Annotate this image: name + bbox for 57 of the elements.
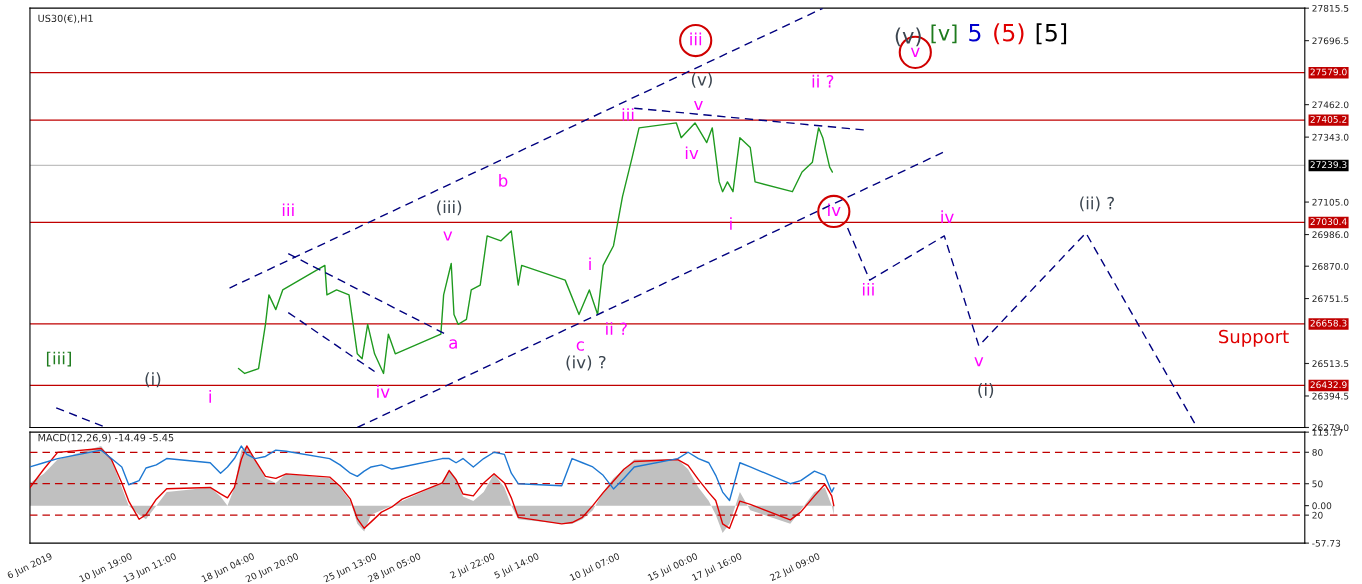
annotation: iii — [622, 108, 634, 121]
y-tick-label: 26394.5 — [1312, 392, 1349, 400]
y-tick-label: 27815.5 — [1312, 4, 1349, 12]
chart-title: MACD(12,26,9) -14.49 -5.45 — [38, 433, 174, 443]
annotation: (ii) ? — [1080, 196, 1114, 212]
x-tick-label: 6 Jun 2019 — [6, 552, 54, 581]
annotation: iii — [862, 282, 874, 296]
annotation: (iv) ? — [566, 355, 606, 371]
y-tick-label: 0.00 — [1312, 502, 1332, 510]
annotation: iv — [828, 203, 841, 217]
annotation: iii — [690, 32, 702, 46]
y-tick-label: -57.73 — [1312, 539, 1341, 547]
annotation: Support — [1219, 329, 1289, 347]
y-tick-label: 27462.0 — [1312, 101, 1349, 109]
annotation: i — [589, 257, 591, 271]
ref-line-label: 27579.0 — [1310, 68, 1347, 76]
y-tick-label: 27343.0 — [1312, 133, 1349, 141]
annotation: (i) — [978, 383, 994, 398]
annotation: ii ? — [812, 74, 834, 88]
y2-tick-label: 50 — [1312, 480, 1323, 488]
y-tick-label: 27696.5 — [1312, 37, 1349, 45]
annotation: v — [443, 231, 453, 241]
annotation: ii ? — [606, 322, 627, 335]
annotation: (i) — [145, 372, 161, 388]
text: US30(€),H1 — [38, 14, 93, 24]
annotation: v — [974, 357, 984, 367]
ref-line-label: 27239.3 — [1310, 161, 1347, 169]
annotation: iv — [377, 385, 390, 398]
ref-line-label: 27030.4 — [1310, 218, 1347, 226]
annotation: [v] — [931, 24, 957, 44]
y-tick-label: 26751.5 — [1312, 295, 1349, 303]
y-tick-label: 26986.0 — [1312, 231, 1349, 239]
annotation: (iii) — [437, 200, 462, 216]
annotation: i — [730, 217, 732, 230]
y-tick-label: 27105.0 — [1312, 198, 1349, 206]
annotation: v — [694, 100, 703, 110]
y-tick-label: 26870.0 — [1312, 262, 1349, 270]
annotation: iii — [282, 203, 294, 217]
annotation: c — [576, 341, 584, 351]
ref-line-label: 26432.9 — [1310, 381, 1347, 389]
line-series — [29, 445, 835, 502]
ref-line-label: 26658.3 — [1310, 319, 1347, 327]
ref-line-label: 27405.2 — [1310, 115, 1347, 123]
y2-tick-label: 20 — [1312, 511, 1323, 519]
annotation: iv — [685, 146, 699, 160]
annotation: i — [209, 389, 211, 403]
annotation: iv — [941, 210, 954, 223]
annotation: v — [910, 47, 920, 57]
annotation: (5) — [994, 23, 1024, 45]
annotation: a — [449, 339, 457, 349]
annotation: (v) — [691, 72, 712, 88]
y2-tick-label: 80 — [1312, 449, 1323, 456]
annotation: [iii] — [46, 351, 71, 367]
annotation: 5 — [969, 23, 981, 42]
y-tick-label: 26513.5 — [1312, 360, 1349, 368]
annotation: b — [499, 173, 508, 187]
annotation: [5] — [1036, 23, 1067, 45]
